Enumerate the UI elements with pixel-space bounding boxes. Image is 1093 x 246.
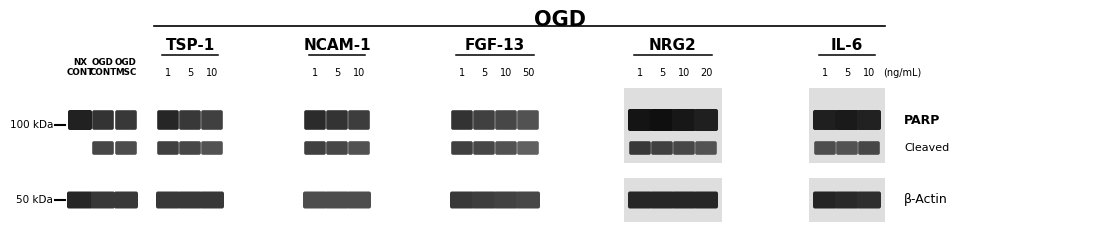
FancyBboxPatch shape [694, 191, 718, 209]
Text: NX: NX [73, 58, 87, 67]
FancyBboxPatch shape [650, 191, 674, 209]
Text: 10: 10 [678, 68, 690, 78]
FancyBboxPatch shape [473, 141, 495, 155]
Text: NCAM-1: NCAM-1 [303, 37, 371, 52]
FancyBboxPatch shape [92, 141, 114, 155]
FancyBboxPatch shape [178, 191, 202, 209]
FancyBboxPatch shape [472, 191, 496, 209]
FancyBboxPatch shape [201, 141, 223, 155]
Text: 1: 1 [637, 68, 643, 78]
Text: 10: 10 [862, 68, 875, 78]
FancyBboxPatch shape [157, 110, 179, 130]
FancyBboxPatch shape [517, 141, 539, 155]
Text: FGF-13: FGF-13 [465, 37, 525, 52]
FancyBboxPatch shape [650, 109, 674, 131]
Text: 1: 1 [312, 68, 318, 78]
FancyBboxPatch shape [304, 141, 326, 155]
Bar [809, 88, 885, 163]
FancyBboxPatch shape [67, 191, 93, 209]
FancyBboxPatch shape [326, 141, 348, 155]
Text: 5: 5 [659, 68, 666, 78]
Text: 10: 10 [205, 68, 219, 78]
Text: CONT: CONT [67, 68, 94, 77]
Text: 10: 10 [500, 68, 513, 78]
Text: 1: 1 [459, 68, 465, 78]
FancyBboxPatch shape [672, 109, 696, 131]
Text: OGD: OGD [92, 58, 114, 67]
FancyBboxPatch shape [157, 141, 179, 155]
Text: OGD: OGD [534, 10, 586, 30]
FancyBboxPatch shape [473, 110, 495, 130]
Text: 1: 1 [822, 68, 828, 78]
Text: 5: 5 [333, 68, 340, 78]
FancyBboxPatch shape [694, 109, 718, 131]
FancyBboxPatch shape [813, 191, 837, 209]
FancyBboxPatch shape [628, 109, 653, 131]
FancyBboxPatch shape [516, 191, 540, 209]
FancyBboxPatch shape [346, 191, 371, 209]
FancyBboxPatch shape [451, 141, 473, 155]
FancyBboxPatch shape [835, 110, 859, 130]
Text: CONT: CONT [90, 68, 117, 77]
FancyBboxPatch shape [857, 191, 881, 209]
Text: 5: 5 [481, 68, 487, 78]
Text: 20: 20 [700, 68, 713, 78]
FancyBboxPatch shape [156, 191, 180, 209]
FancyBboxPatch shape [495, 141, 517, 155]
FancyBboxPatch shape [857, 110, 881, 130]
FancyBboxPatch shape [200, 191, 224, 209]
FancyBboxPatch shape [813, 110, 837, 130]
Text: IL-6: IL-6 [831, 37, 863, 52]
FancyBboxPatch shape [325, 191, 349, 209]
FancyBboxPatch shape [179, 141, 201, 155]
FancyBboxPatch shape [450, 191, 474, 209]
FancyBboxPatch shape [494, 191, 518, 209]
FancyBboxPatch shape [68, 110, 92, 130]
Text: (ng/mL): (ng/mL) [883, 68, 921, 78]
FancyBboxPatch shape [349, 141, 369, 155]
Bar [624, 88, 722, 163]
Text: NRG2: NRG2 [649, 37, 697, 52]
FancyBboxPatch shape [451, 110, 473, 130]
Text: 1: 1 [165, 68, 172, 78]
Text: 50 kDa: 50 kDa [16, 195, 52, 205]
Text: Cleaved: Cleaved [904, 143, 949, 153]
FancyBboxPatch shape [695, 141, 717, 155]
Text: 100 kDa: 100 kDa [10, 120, 52, 130]
Text: β-Actin: β-Actin [904, 194, 948, 206]
FancyBboxPatch shape [92, 110, 114, 130]
FancyBboxPatch shape [114, 191, 138, 209]
FancyBboxPatch shape [672, 191, 696, 209]
FancyBboxPatch shape [91, 191, 115, 209]
FancyBboxPatch shape [349, 110, 369, 130]
Text: 5: 5 [844, 68, 850, 78]
Text: MSC: MSC [116, 68, 137, 77]
Text: 50: 50 [521, 68, 534, 78]
FancyBboxPatch shape [303, 191, 327, 209]
FancyBboxPatch shape [495, 110, 517, 130]
Text: PARP: PARP [904, 113, 940, 126]
Text: 5: 5 [187, 68, 193, 78]
FancyBboxPatch shape [673, 141, 695, 155]
Bar [809, 178, 885, 222]
FancyBboxPatch shape [858, 141, 880, 155]
FancyBboxPatch shape [326, 110, 348, 130]
FancyBboxPatch shape [304, 110, 326, 130]
FancyBboxPatch shape [201, 110, 223, 130]
FancyBboxPatch shape [835, 191, 859, 209]
Text: OGD: OGD [115, 58, 137, 67]
FancyBboxPatch shape [179, 110, 201, 130]
Text: TSP-1: TSP-1 [165, 37, 214, 52]
FancyBboxPatch shape [630, 141, 650, 155]
Bar [624, 178, 722, 222]
FancyBboxPatch shape [651, 141, 673, 155]
FancyBboxPatch shape [517, 110, 539, 130]
Text: 10: 10 [353, 68, 365, 78]
FancyBboxPatch shape [115, 141, 137, 155]
FancyBboxPatch shape [814, 141, 836, 155]
FancyBboxPatch shape [115, 110, 137, 130]
FancyBboxPatch shape [836, 141, 858, 155]
FancyBboxPatch shape [628, 191, 653, 209]
